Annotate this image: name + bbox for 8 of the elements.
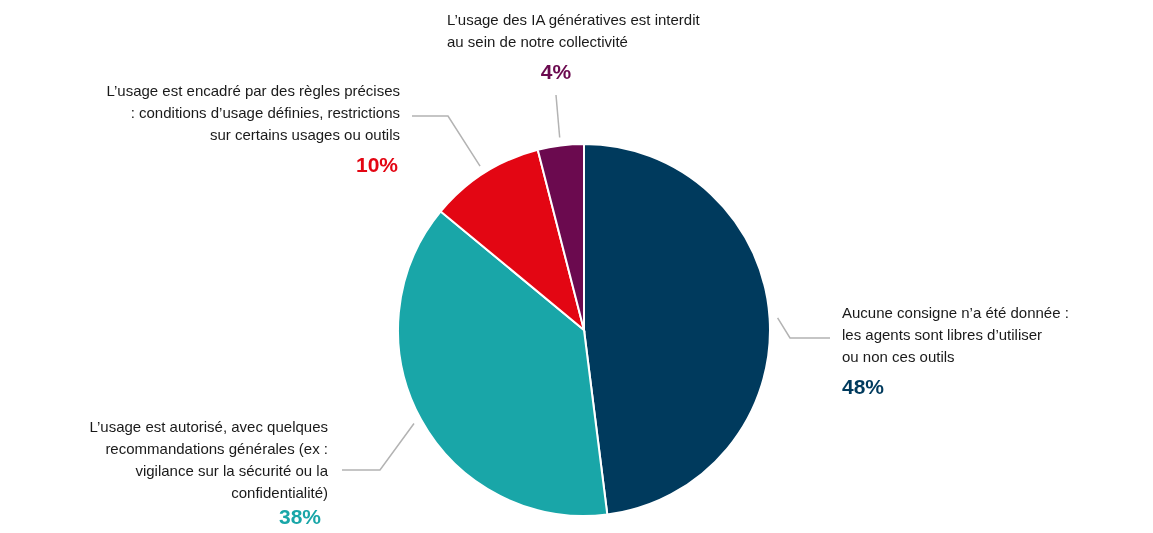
data-label: 48%: [842, 375, 885, 398]
data-label: 10%: [355, 153, 399, 176]
slice-label: L’usage des IA génératives est interdit au sein de notre collectivité: [447, 11, 701, 50]
slice-label: Aucune consigne n’a été donnée : les agents sont libres d’utiliser ou non ces outils: [842, 304, 1069, 365]
data-label: 4%: [540, 60, 572, 83]
slice-label: L’usage est autorisé, avec quelques recommandations générales (ex : vigilance sur la sécurité ou la confidentialité): [89, 418, 329, 501]
slice-label: L’usage est encadré par des règles précises : conditions d’usage définies, restrictions sur certains usages ou outils: [106, 82, 400, 143]
data-label: 38%: [278, 505, 322, 528]
